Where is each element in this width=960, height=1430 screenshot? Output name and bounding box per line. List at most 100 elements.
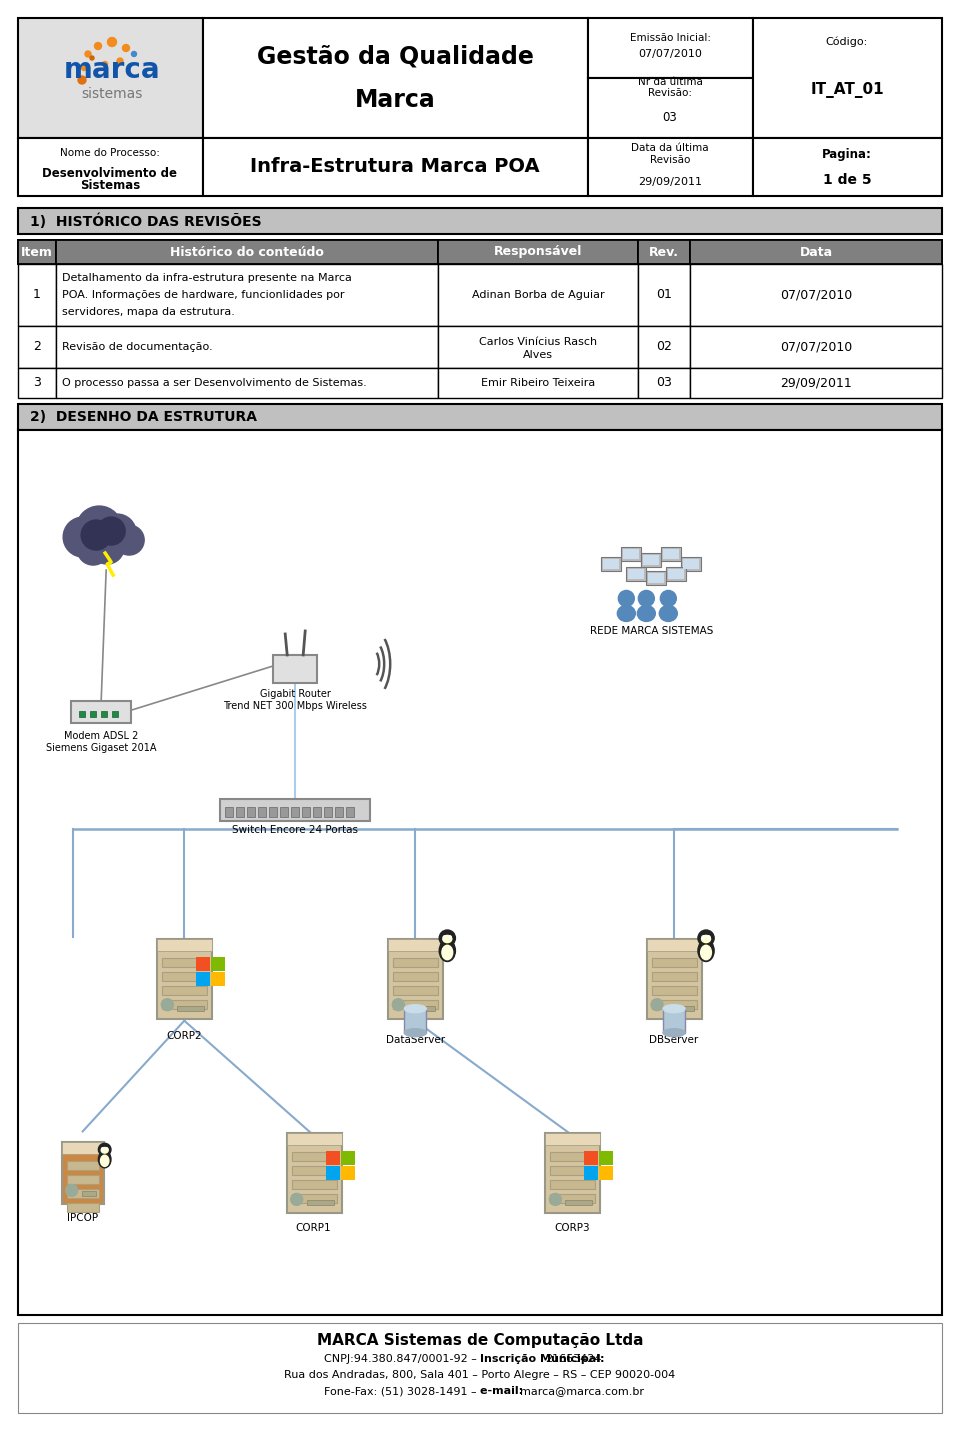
Bar <box>178 1005 204 1011</box>
Circle shape <box>117 59 123 64</box>
Bar <box>248 807 255 817</box>
Bar <box>661 548 682 562</box>
Bar <box>588 139 753 196</box>
Circle shape <box>90 531 124 563</box>
Bar <box>220 798 371 821</box>
Text: 01: 01 <box>656 289 672 302</box>
Text: Desenvolvimento de: Desenvolvimento de <box>42 167 178 180</box>
Bar <box>652 958 697 967</box>
Bar <box>753 19 942 139</box>
Ellipse shape <box>101 1147 108 1153</box>
Circle shape <box>85 51 91 57</box>
Bar <box>211 972 226 985</box>
Text: 02: 02 <box>656 340 672 353</box>
Ellipse shape <box>663 1005 685 1012</box>
Circle shape <box>549 1194 562 1205</box>
Circle shape <box>76 506 122 552</box>
Text: 2: 2 <box>33 340 41 353</box>
Bar <box>18 326 56 368</box>
Bar <box>306 1200 334 1205</box>
Text: Modem ADSL 2
Siemens Gigaset 201A: Modem ADSL 2 Siemens Gigaset 201A <box>46 731 156 752</box>
Bar <box>56 265 438 326</box>
Bar <box>196 957 210 971</box>
Bar <box>226 807 233 817</box>
Text: 07/07/2010: 07/07/2010 <box>780 289 852 302</box>
Bar <box>599 1167 613 1180</box>
Text: Carlos Vinícius Rasch: Carlos Vinícius Rasch <box>479 337 597 347</box>
Bar <box>438 240 638 265</box>
Bar <box>71 701 132 724</box>
Bar <box>588 79 753 139</box>
Bar <box>66 1175 99 1184</box>
Circle shape <box>98 1144 111 1155</box>
Text: 29/09/2011: 29/09/2011 <box>780 376 852 389</box>
Text: POA. Informações de hardware, funcionlidades por: POA. Informações de hardware, funcionlid… <box>62 290 345 300</box>
Circle shape <box>660 591 677 606</box>
Ellipse shape <box>98 1151 111 1168</box>
Bar <box>647 938 702 951</box>
Text: Nr da última
Revisão:: Nr da última Revisão: <box>637 77 703 99</box>
Text: Detalhamento da infra-estrutura presente na Marca: Detalhamento da infra-estrutura presente… <box>62 273 352 283</box>
Text: CNPJ:94.380.847/0001-92 –: CNPJ:94.380.847/0001-92 – <box>324 1354 480 1364</box>
Circle shape <box>106 1148 108 1150</box>
Text: CORP3: CORP3 <box>555 1224 590 1234</box>
Bar <box>565 1200 592 1205</box>
Ellipse shape <box>663 1028 685 1037</box>
Bar <box>690 326 942 368</box>
Bar <box>325 1167 340 1180</box>
Bar <box>438 368 638 398</box>
Circle shape <box>651 998 663 1011</box>
Bar <box>292 1180 337 1190</box>
Circle shape <box>440 930 455 947</box>
Text: Data: Data <box>800 246 832 259</box>
Bar <box>753 139 942 196</box>
Ellipse shape <box>442 945 453 960</box>
Circle shape <box>94 43 102 50</box>
Ellipse shape <box>637 605 656 622</box>
Text: DataServer: DataServer <box>386 1035 444 1045</box>
Bar <box>18 405 942 430</box>
Bar <box>292 1153 337 1161</box>
Text: sistemas: sistemas <box>82 87 143 102</box>
Text: 2)  DESENHO DA ESTRUTURA: 2) DESENHO DA ESTRUTURA <box>30 410 257 425</box>
Bar <box>663 549 680 559</box>
Circle shape <box>708 935 710 938</box>
Bar <box>79 711 85 718</box>
Bar <box>545 1134 600 1214</box>
Bar <box>18 207 942 235</box>
Bar <box>652 972 697 981</box>
Bar <box>292 1167 337 1175</box>
Bar <box>388 938 444 1018</box>
Bar <box>550 1153 595 1161</box>
Bar <box>404 1008 426 1032</box>
Bar <box>341 1151 354 1165</box>
Text: 1)  HISTÓRICO DAS REVISÕES: 1) HISTÓRICO DAS REVISÕES <box>30 213 262 229</box>
Text: 1: 1 <box>33 289 41 302</box>
Bar <box>258 807 266 817</box>
Ellipse shape <box>660 605 678 622</box>
Text: 03: 03 <box>662 112 678 124</box>
Text: Fone-Fax: (51) 3028-1491 –: Fone-Fax: (51) 3028-1491 – <box>324 1386 480 1396</box>
Text: Switch Encore 24 Portas: Switch Encore 24 Portas <box>232 825 358 835</box>
Circle shape <box>97 518 125 545</box>
Bar <box>621 548 641 562</box>
Bar <box>61 1143 104 1154</box>
Bar <box>18 240 56 265</box>
Bar <box>545 1134 600 1145</box>
Bar <box>18 265 56 326</box>
Circle shape <box>448 935 451 938</box>
Bar <box>325 1151 340 1165</box>
Bar <box>269 807 277 817</box>
Circle shape <box>123 44 130 51</box>
Bar <box>394 1000 439 1008</box>
Bar <box>626 568 646 582</box>
Bar <box>690 240 942 265</box>
Bar <box>638 326 690 368</box>
Bar <box>550 1194 595 1204</box>
Bar <box>292 1194 337 1204</box>
Bar <box>18 139 203 196</box>
Text: Sistemas: Sistemas <box>80 179 140 192</box>
Bar <box>643 555 660 565</box>
Bar <box>585 1167 598 1180</box>
Text: Inscrição Municipal:: Inscrição Municipal: <box>480 1354 609 1364</box>
